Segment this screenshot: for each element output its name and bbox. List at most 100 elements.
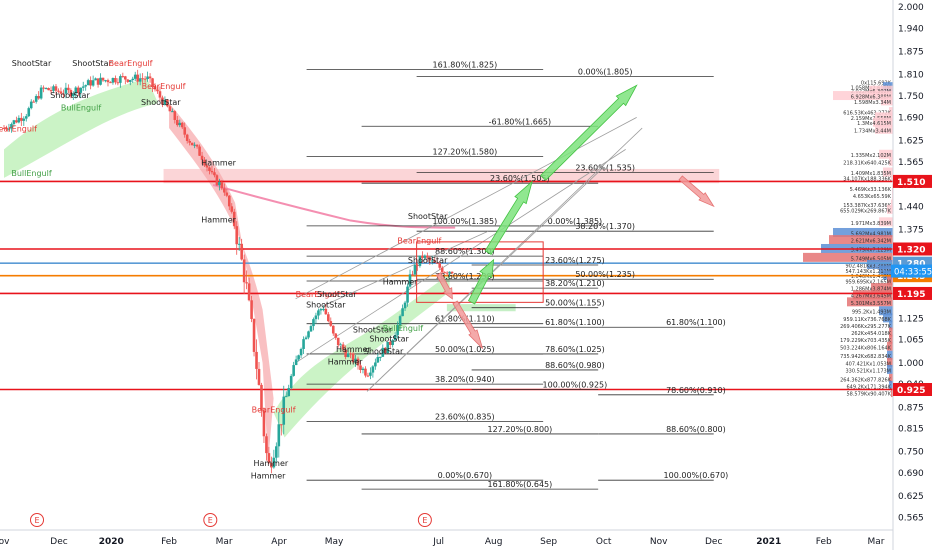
pattern-label: ShootStar	[353, 326, 393, 335]
consolidation-box	[416, 241, 544, 303]
volume-label: 153.387Kx37.636K	[843, 203, 891, 209]
candle-body	[317, 310, 320, 316]
volume-label: 264.362Kx877.826K	[840, 377, 892, 383]
volume-bar	[847, 297, 893, 307]
candle-body	[119, 76, 122, 83]
fib-level-label: 23.60%(1.535)	[575, 164, 635, 173]
candle-body	[336, 337, 340, 346]
candle-body	[86, 80, 90, 86]
candle-body	[96, 78, 100, 85]
candle-body	[185, 134, 189, 141]
candle-body	[7, 128, 11, 130]
volume-label: 2.621Mx6.342M	[851, 239, 891, 245]
red-projection-arrow	[452, 300, 484, 349]
candle-body	[408, 274, 412, 287]
candle-body	[349, 353, 352, 355]
candle-body	[247, 283, 251, 301]
candle-body	[309, 326, 313, 332]
candle-body	[354, 358, 357, 363]
fibonacci-layer: 161.80%(1.825) 0.00%(1.805) -61.80%(1.665)…	[306, 60, 728, 490]
fib-level-label: 78.60%(1.230)	[435, 272, 495, 281]
red-projection-arrow	[435, 272, 453, 300]
candle-body	[136, 74, 139, 82]
volume-label: 407.421Kx1.053M	[845, 361, 891, 367]
candle-body	[297, 355, 300, 360]
volume-bar	[889, 334, 893, 344]
price-badge	[893, 286, 932, 300]
pattern-label: BullEngulf	[11, 169, 52, 178]
pattern-label: Hammer	[251, 471, 286, 480]
volume-bar	[879, 217, 893, 227]
price-tick-label: 1.440	[898, 202, 924, 212]
candle-body	[64, 87, 68, 94]
candle-body	[59, 91, 63, 94]
volume-label: 1.971Mx3.839M	[851, 221, 891, 227]
candle-body	[334, 333, 338, 338]
candle-body	[27, 108, 31, 117]
candle-body	[386, 341, 390, 354]
earnings-marker	[203, 513, 218, 527]
volume-label: 649.2Kx171.394K	[846, 384, 891, 390]
candle-body	[17, 117, 21, 123]
pattern-label: ShootStar	[317, 290, 357, 299]
pattern-label: ShootStar	[141, 98, 181, 107]
volume-bar	[891, 172, 893, 182]
candle-body	[195, 144, 199, 147]
candle-body	[10, 124, 13, 129]
channel-line	[295, 117, 637, 300]
fib-level-label: 88.60%(0.980)	[545, 361, 605, 370]
candle-body	[329, 321, 333, 326]
volume-bar	[833, 227, 893, 237]
candle-body	[131, 78, 135, 80]
candle-body	[287, 388, 291, 397]
candle-body	[396, 325, 399, 335]
volume-label: 179.229Kx703.435K	[840, 338, 892, 344]
candle-body	[322, 308, 325, 310]
candle-body	[91, 80, 95, 86]
fib-level-label: 38.20%(0.940)	[435, 375, 495, 384]
candle-body	[111, 78, 115, 83]
volume-label: 616.53Kx463.272K	[843, 111, 891, 117]
bullish-ribbon-early	[4, 78, 159, 178]
volume-bar	[833, 91, 893, 101]
time-axis-label: Aug	[485, 537, 503, 547]
volume-label: 1.3Mx4.615M	[857, 121, 891, 127]
candle-body	[279, 424, 283, 426]
candle-body	[29, 101, 33, 109]
volume-bar	[887, 204, 893, 214]
candle-body	[5, 128, 8, 130]
candle-body	[445, 272, 449, 274]
countdown-label: 04:33:55	[894, 268, 932, 278]
candle-body	[398, 316, 402, 326]
fib-level-label: 78.60%(0.910)	[666, 386, 726, 395]
pattern-label: Hammer	[328, 358, 363, 367]
candle-body	[180, 122, 184, 128]
time-axis[interactable]: ov Dec 2020 Feb Mar Apr May Jul Aug Sep Oct Nov Dec 2…	[0, 513, 932, 550]
fib-level-label: 50.00%(1.155)	[545, 299, 605, 308]
pattern-label: BullEngulf	[383, 324, 424, 333]
green-projection-arrow	[484, 180, 533, 255]
volume-label: 5.749Mx6.505M	[851, 256, 891, 262]
price-tick-label: 1.625	[898, 137, 924, 147]
candle-body	[255, 351, 258, 369]
candle-body	[324, 308, 328, 315]
candle-body	[364, 368, 367, 376]
candle-body	[72, 93, 75, 97]
candle-body	[428, 257, 432, 261]
candle-body	[423, 255, 427, 258]
candle-body	[235, 226, 239, 245]
earnings-marker	[30, 513, 45, 527]
earnings-marker-label: E	[422, 516, 427, 525]
time-axis-label: ov	[0, 537, 10, 547]
price-tick-label: 1.065	[898, 336, 924, 346]
volume-label: 902.481Kx3.388M	[845, 264, 891, 270]
candle-body	[421, 255, 424, 258]
candle-body	[143, 78, 147, 80]
volume-label: 4.653Kx65.59K	[853, 194, 892, 200]
volume-bar	[891, 388, 893, 398]
candle-body	[314, 315, 318, 320]
candle-body	[213, 172, 216, 176]
candle-body	[126, 79, 130, 82]
volume-bar	[891, 199, 893, 209]
